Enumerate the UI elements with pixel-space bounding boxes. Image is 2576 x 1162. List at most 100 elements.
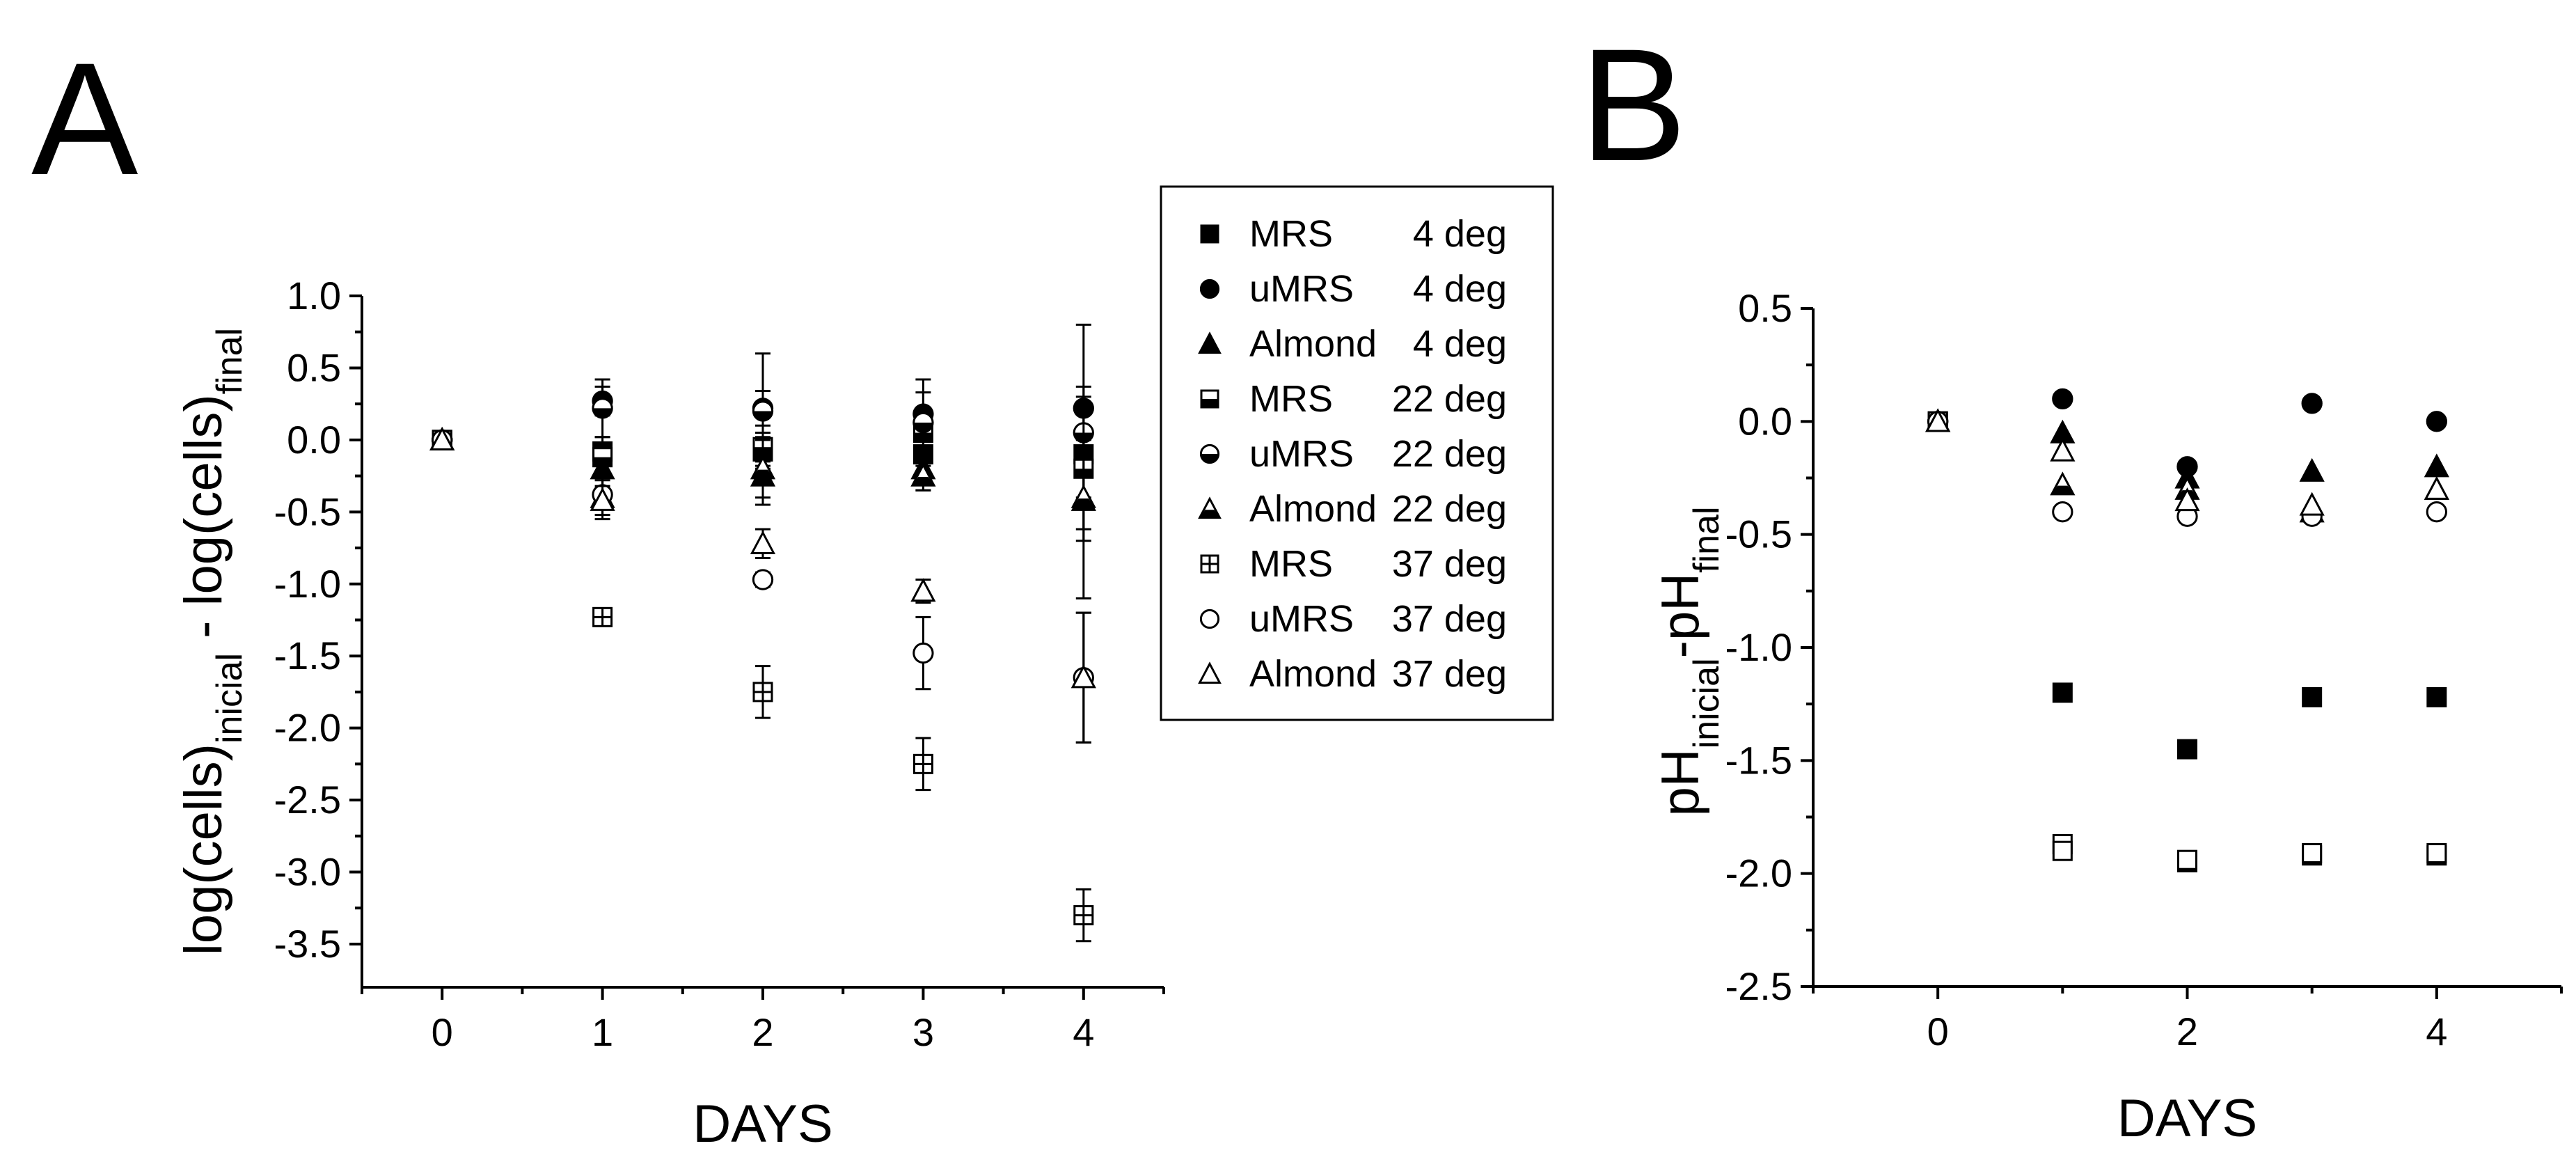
marker-body (2424, 476, 2449, 500)
legend-item: Almond 22 deg (1198, 488, 1507, 530)
x-tick-label: 4 (2426, 1010, 2447, 1053)
y-tick-label: -3.0 (274, 850, 342, 894)
data-point (2299, 457, 2325, 482)
y-title-sub-final: final (210, 328, 250, 394)
marker-body (2426, 501, 2447, 523)
y-axis-title: pHinicial-pHfinal (1651, 506, 1727, 816)
x-tick-label: 1 (592, 1010, 613, 1054)
marker-fill (593, 457, 612, 466)
legend-label: MRS (1249, 543, 1333, 585)
data-point (429, 427, 455, 451)
data-point (592, 398, 613, 419)
data-point (1073, 905, 1094, 926)
legend-marker (1199, 278, 1220, 299)
marker-body (2302, 842, 2323, 863)
data-point (2302, 842, 2323, 863)
marker-body (2426, 411, 2447, 432)
x-axis-title: DAYS (2117, 1089, 2257, 1148)
marker-body (1199, 278, 1220, 299)
data-point (2302, 686, 2323, 707)
data-point (2426, 686, 2447, 707)
marker-body (752, 569, 774, 590)
legend-item: Almond 4 deg (1198, 323, 1507, 365)
panel-label-b: B (1580, 15, 1686, 194)
y-title-middle: - log(cells) (174, 394, 233, 653)
marker-body (2052, 682, 2073, 703)
marker-body (2052, 501, 2073, 523)
legend-item: uMRS 22 deg (1199, 433, 1507, 475)
legend-temp: 4 deg (1413, 213, 1507, 255)
data-point (912, 753, 933, 774)
data-point (912, 642, 934, 664)
marker-body (1925, 408, 1951, 432)
chart-b: 0.5 0.0 -0.5 -1.0 -1.5 -2.0 -2.5 0 2 4 DAYS pHinici… (1651, 286, 2563, 1148)
x-tick-label: 2 (2176, 1010, 2198, 1053)
chart-a: 1.0 0.5 0.0 -0.5 -1.0 -1.5 -2.0 -2.5 -3.0 -3.5 0 1 2… (174, 185, 1554, 1154)
legend-item: MRS 4 deg (1200, 213, 1507, 255)
y-tick-label: -1.5 (1725, 738, 1793, 782)
legend-marker (1199, 609, 1220, 629)
data-point (2426, 501, 2447, 523)
data-point (2052, 501, 2073, 523)
x-axis-title: DAYS (693, 1094, 832, 1154)
marker-body (2050, 437, 2076, 462)
marker-body (1070, 664, 1096, 689)
y-tick-label: -1.0 (1725, 625, 1793, 669)
marker-body (2174, 487, 2200, 512)
legend-temp: 37 deg (1392, 598, 1507, 640)
legend-label: MRS (1249, 213, 1333, 255)
y-tick-label: 0.5 (1738, 286, 1792, 330)
data-point (752, 569, 774, 590)
legend-item: uMRS 37 deg (1199, 598, 1507, 640)
marker-fill (1201, 454, 1219, 463)
y-tick-label: -3.5 (274, 922, 342, 966)
legend-label: uMRS (1249, 598, 1354, 640)
data-point (2050, 471, 2076, 496)
data-point (750, 455, 776, 480)
legend-item: Almond 37 deg (1198, 653, 1507, 695)
data-point (2424, 453, 2449, 478)
marker-body (2301, 393, 2323, 414)
x-tick-label: 2 (752, 1010, 773, 1054)
data-point (2052, 388, 2073, 410)
data-point (2177, 739, 2197, 760)
y-title-sub-initial: inicial (210, 653, 250, 744)
data-point (2424, 476, 2449, 500)
legend-marker (1200, 389, 1219, 409)
y-axis-title: log(cells)inicial - log(cells)final (174, 328, 250, 955)
x-tick-label: 4 (1073, 1010, 1094, 1054)
marker-body (2052, 840, 2073, 861)
marker-body (429, 427, 455, 451)
marker-body (2426, 842, 2447, 863)
y-title-middle: -pH (1651, 573, 1710, 658)
data-point (2426, 842, 2447, 863)
data-point (2426, 411, 2447, 432)
data-point (1925, 408, 1951, 432)
marker-body (2052, 388, 2073, 410)
series-circle-half-4 (432, 323, 1094, 542)
marker-body (2177, 739, 2197, 760)
marker-fill (752, 469, 774, 478)
legend-temp: 4 deg (1413, 268, 1507, 310)
marker-body (1200, 224, 1219, 244)
legend-temp: 37 deg (1392, 653, 1507, 695)
marker-body (1198, 661, 1222, 684)
data-point (2052, 840, 2073, 861)
marker-fill (1073, 498, 1095, 508)
y-tick-label: -2.0 (274, 706, 342, 750)
x-tick-label: 0 (1927, 1010, 1949, 1053)
legend-label: Almond (1249, 488, 1377, 530)
legend-marker (1200, 224, 1219, 244)
data-point (752, 682, 773, 702)
data-point (2052, 682, 2073, 703)
legend-item: MRS 37 deg (1200, 543, 1507, 585)
series-square-cross-6 (432, 430, 1094, 943)
y-tick-label: 1.0 (287, 274, 341, 317)
legend-marker (1198, 496, 1222, 519)
data-point (2299, 492, 2325, 516)
y-tick-label: -0.5 (1725, 512, 1793, 556)
marker-fill (912, 476, 934, 486)
marker-body (2424, 453, 2449, 478)
marker-fill (1201, 399, 1218, 407)
